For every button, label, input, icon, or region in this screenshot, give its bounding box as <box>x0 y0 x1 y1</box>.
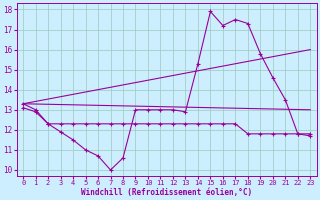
X-axis label: Windchill (Refroidissement éolien,°C): Windchill (Refroidissement éolien,°C) <box>81 188 252 197</box>
